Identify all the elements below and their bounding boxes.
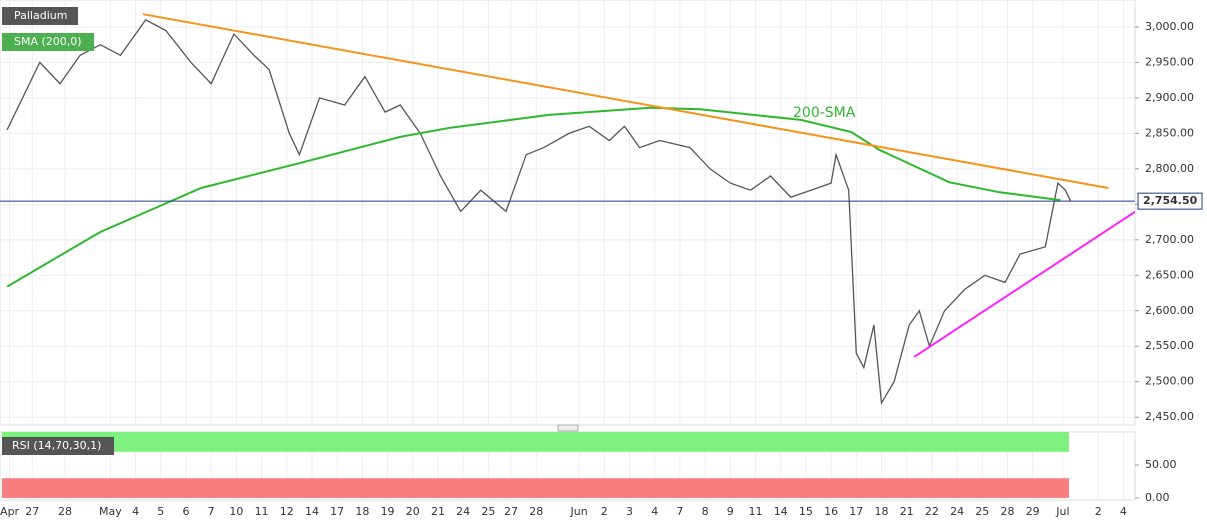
legend-box xyxy=(2,437,114,455)
legend-label: SMA (200,0) xyxy=(14,35,82,48)
y-tick-label: 2,550.00 xyxy=(1145,339,1194,352)
x-tick-label: 7 xyxy=(676,505,683,518)
x-tick-label: 16 xyxy=(824,505,838,518)
x-tick-label: 7 xyxy=(208,505,215,518)
y-tick-label: 2,650.00 xyxy=(1145,268,1194,281)
x-tick-label: 27 xyxy=(504,505,518,518)
x-tick-label: 18 xyxy=(355,505,369,518)
x-tick-label: 17 xyxy=(330,505,344,518)
x-tick-label: 22 xyxy=(925,505,939,518)
legend-label: Palladium xyxy=(14,9,67,22)
x-tick-label: 18 xyxy=(874,505,888,518)
x-tick-label: 2 xyxy=(601,505,608,518)
x-tick-label: 14 xyxy=(305,505,319,518)
x-tick-label: 3 xyxy=(626,505,633,518)
x-tick-label: 29 xyxy=(1026,505,1040,518)
last-price-box xyxy=(1137,192,1203,210)
legend-box xyxy=(2,7,78,25)
x-tick-label: 4 xyxy=(1120,505,1127,518)
sma-annotation: 200-SMA xyxy=(793,105,856,121)
y-tick-label: 2,850.00 xyxy=(1145,126,1194,139)
x-tick-label: 24 xyxy=(950,505,964,518)
x-tick-label: 14 xyxy=(774,505,788,518)
oversold-zone xyxy=(2,478,1069,498)
y-tick-label: 2,800.00 xyxy=(1145,162,1194,175)
x-tick-label: 4 xyxy=(132,505,139,518)
x-tick-label: 21 xyxy=(431,505,445,518)
y-tick-label: 2,600.00 xyxy=(1145,304,1194,317)
overbought-zone xyxy=(2,432,1069,452)
x-tick-label: 11 xyxy=(255,505,269,518)
x-tick-label: 19 xyxy=(381,505,395,518)
x-tick-label: Jun xyxy=(569,505,587,518)
x-tick-label: 24 xyxy=(456,505,470,518)
x-tick-label: 25 xyxy=(975,505,989,518)
x-tick-label: 4 xyxy=(651,505,658,518)
y-tick-label: 2,450.00 xyxy=(1145,410,1194,423)
legend-label: RSI (14,70,30,1) xyxy=(12,439,101,452)
series-line xyxy=(6,106,1061,288)
x-tick-label: 27 xyxy=(25,505,39,518)
x-tick-label: 9 xyxy=(727,505,734,518)
x-tick-label: May xyxy=(99,505,122,518)
x-tick-label: 12 xyxy=(280,505,294,518)
y-tick-label: 3,000.00 xyxy=(1145,20,1194,33)
x-tick-label: 25 xyxy=(481,505,495,518)
x-tick-label: 20 xyxy=(406,505,420,518)
series-line xyxy=(142,13,1109,189)
x-tick-label: 17 xyxy=(849,505,863,518)
x-tick-label: 28 xyxy=(1000,505,1014,518)
series-line xyxy=(913,210,1135,358)
legend-box xyxy=(2,33,94,51)
series-line xyxy=(6,19,1072,406)
x-tick-label: 28 xyxy=(529,505,543,518)
x-tick-label: 21 xyxy=(900,505,914,518)
x-tick-label: Apr xyxy=(0,505,20,518)
x-tick-label: 10 xyxy=(229,505,243,518)
y-tick-label: 2,700.00 xyxy=(1145,233,1194,246)
y-tick-label: 2,950.00 xyxy=(1145,55,1194,68)
x-tick-label: 11 xyxy=(748,505,762,518)
y-tick-label: 2,900.00 xyxy=(1145,91,1194,104)
x-tick-label: 28 xyxy=(58,505,72,518)
y-tick-label: 2,500.00 xyxy=(1145,375,1194,388)
x-tick-label: Jul xyxy=(1055,505,1069,518)
x-tick-label: 15 xyxy=(799,505,813,518)
x-tick-label: 2 xyxy=(1095,505,1102,518)
y-tick-label: 50.00 xyxy=(1145,458,1177,471)
panel-splitter[interactable] xyxy=(557,424,579,432)
y-tick-label: 0.00 xyxy=(1145,491,1170,504)
x-tick-label: 8 xyxy=(702,505,709,518)
x-tick-label: 6 xyxy=(182,505,189,518)
x-tick-label: 5 xyxy=(157,505,164,518)
last-price-label: 2,754.50 xyxy=(1143,194,1198,207)
